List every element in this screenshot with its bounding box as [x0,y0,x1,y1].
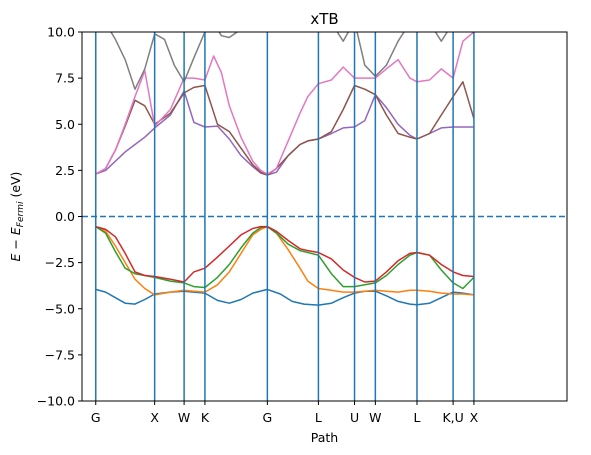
y-axis-label: E − EFermi (eV) [8,172,26,262]
x-tick-label: L [315,410,322,425]
x-tick-label: L [413,410,420,425]
band-line-6 [95,81,475,176]
x-axis: G X W K G L U W L K,U X [91,401,479,425]
x-tick-label: X [150,410,159,425]
x-tick-label: K,U [442,410,463,425]
x-tick-label: U [350,410,359,425]
band-line-4 [95,225,474,283]
y-tick-label: 10.0 [47,25,75,40]
y-tick-label: 0.0 [55,209,75,224]
y-tick-label: 5.0 [55,117,75,132]
y-tick-label: −5.0 [45,301,75,316]
y-tick-label: −2.5 [45,255,75,270]
y-axis-label-unit: (eV) [8,172,23,202]
x-tick-label: W [369,410,381,425]
x-tick-label: W [178,410,190,425]
band-line-8 [110,32,474,90]
y-axis: −10.0 −7.5 −5.0 −2.5 0.0 2.5 5.0 7.5 10.0 [37,25,82,409]
y-axis-label-sub: Fermi [16,201,26,227]
x-tick-label: G [91,410,101,425]
y-axis-label-main: E − E [8,227,23,261]
chart-title: xTB [310,10,338,28]
y-tick-label: −10.0 [37,394,75,409]
x-tick-label: K [201,410,210,425]
band-line-2 [95,225,474,296]
y-tick-label: −7.5 [45,347,75,362]
x-tick-label: G [263,410,273,425]
band-line-1 [95,288,475,306]
y-tick-label: 7.5 [55,71,75,86]
x-axis-label: Path [311,430,338,445]
x-tick-label: X [470,410,479,425]
band-line-5 [95,90,474,176]
y-tick-label: 2.5 [55,163,75,178]
